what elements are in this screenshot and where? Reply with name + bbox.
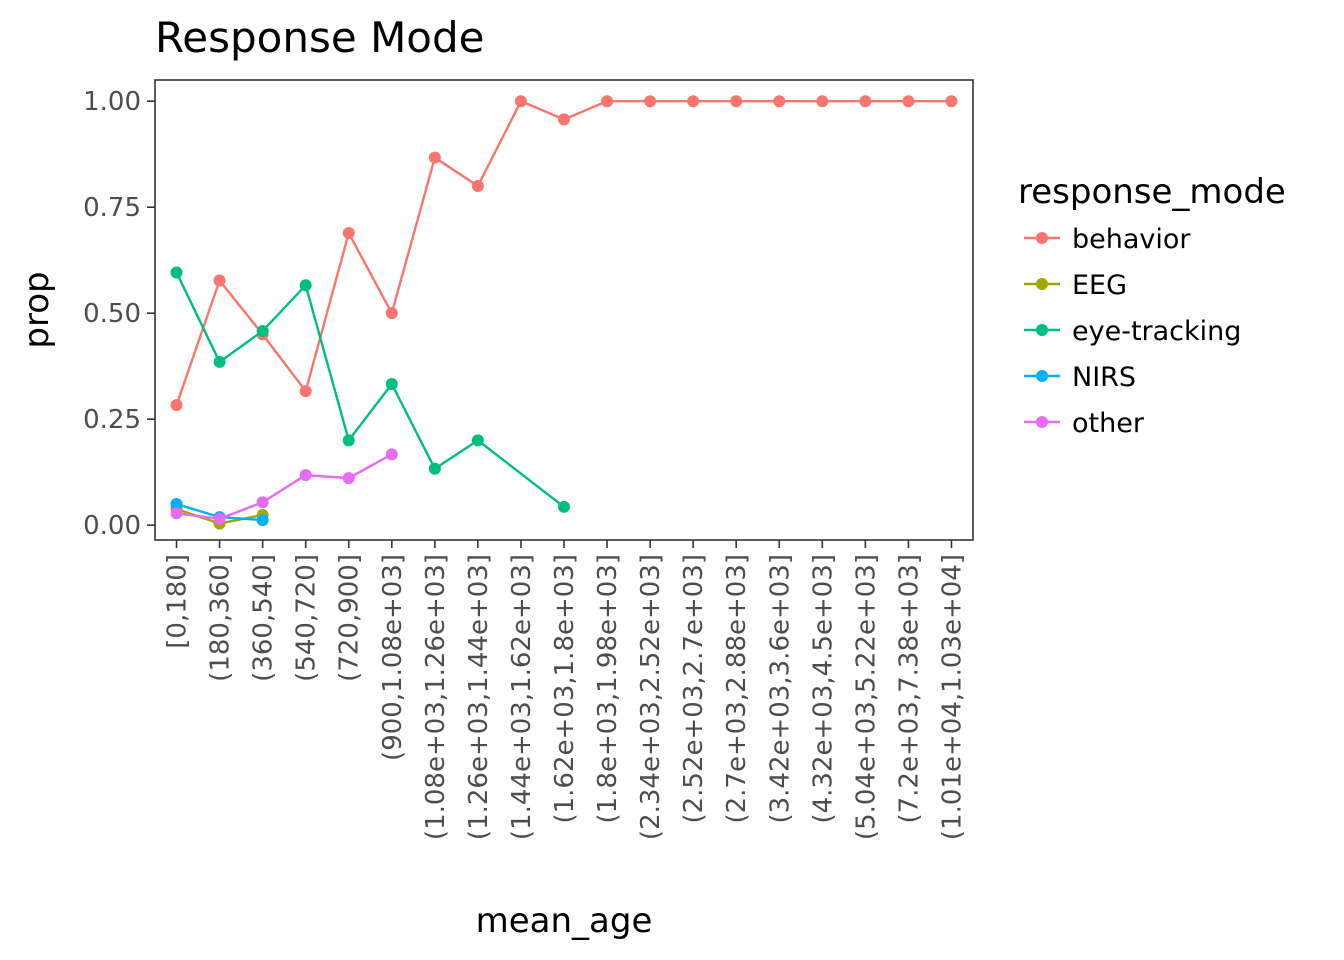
panel-border: [154, 79, 974, 541]
point-behavior: [428, 151, 441, 164]
point-eye-tracking: [170, 266, 183, 279]
point-eye-tracking: [558, 500, 570, 513]
series-line-eye-tracking: [175, 271, 565, 508]
legend-title: response_mode: [1018, 172, 1286, 212]
x-tick-label: (1.8e+03,1.98e+03]: [593, 554, 623, 824]
legend-item-other: other: [1024, 408, 1145, 439]
x-tick-label: (4.32e+03,4.5e+03]: [808, 554, 838, 824]
point-behavior: [730, 95, 743, 108]
legend-label: eye-tracking: [1072, 316, 1241, 347]
legend-item-behavior: behavior: [1024, 224, 1191, 255]
point-nirs: [256, 514, 269, 527]
point-eye-tracking: [299, 279, 312, 292]
x-tick-label: (1.62e+03,1.8e+03]: [550, 554, 580, 824]
point-other: [299, 469, 312, 482]
point-behavior: [299, 385, 312, 398]
legend: response_mode behavior EEG eye-tracking NIR…: [1018, 172, 1286, 439]
point-behavior: [213, 274, 226, 287]
x-tick-label: (1.44e+03,1.62e+03]: [507, 554, 537, 840]
x-tick-label: (2.52e+03,2.7e+03]: [679, 554, 709, 824]
point-behavior: [945, 95, 958, 108]
point-behavior: [514, 95, 527, 108]
legend-label: other: [1072, 408, 1145, 439]
x-tick-label: (2.7e+03,2.88e+03]: [722, 554, 752, 824]
legend-key-point: [1036, 324, 1048, 336]
point-eye-tracking: [471, 434, 484, 447]
point-behavior: [687, 95, 700, 108]
legend-key-point: [1036, 416, 1048, 428]
series-line-behavior: [175, 99, 952, 406]
legend-item-nirs: NIRS: [1024, 362, 1136, 393]
point-other: [170, 507, 183, 520]
point-eye-tracking: [385, 377, 398, 390]
x-tick-label: (1.01e+04,1.03e+04]: [937, 554, 967, 840]
legend-label: EEG: [1072, 270, 1127, 301]
legend-key-point: [1036, 370, 1048, 382]
point-behavior: [644, 95, 657, 108]
plot-area: 0.00 0.25 0.50 0.75 1.00 [0,180] (180,360] (360…: [83, 79, 974, 840]
legend-item-eeg: EEG: [1024, 270, 1127, 301]
x-tick-label: (900,1.08e+03]: [378, 554, 408, 761]
point-eye-tracking: [342, 434, 355, 447]
point-other: [385, 448, 398, 461]
y-tick-label: 0.75: [83, 193, 141, 223]
legend-key-point: [1036, 278, 1048, 290]
y-tick-label: 1.00: [83, 87, 141, 117]
y-tick-label: 0.50: [83, 299, 141, 329]
point-other: [342, 472, 355, 485]
point-behavior: [385, 307, 398, 320]
series-line-other: [176, 453, 393, 521]
x-tick-label: (7.2e+03,7.38e+03]: [894, 554, 924, 824]
legend-item-eye-tracking: eye-tracking: [1024, 316, 1241, 347]
point-behavior: [170, 399, 183, 412]
x-axis-title: mean_age: [476, 901, 653, 941]
x-tick-label: (1.08e+03,1.26e+03]: [421, 554, 451, 840]
y-tick-label: 0.25: [83, 405, 141, 435]
point-nirs: [170, 497, 183, 510]
x-tick-label: (2.34e+03,2.52e+03]: [636, 554, 666, 840]
x-tick-label: (1.26e+03,1.44e+03]: [464, 554, 494, 840]
point-behavior: [773, 95, 786, 108]
x-tick-label: (5.04e+03,5.22e+03]: [851, 554, 881, 840]
chart-title: Response Mode: [155, 13, 485, 62]
legend-label: NIRS: [1072, 362, 1136, 393]
y-axis-title: prop: [17, 271, 57, 348]
point-eye-tracking: [213, 355, 226, 368]
x-tick-label: (720,900]: [335, 554, 365, 682]
point-behavior: [558, 113, 570, 126]
point-other: [256, 496, 269, 509]
legend-key-point: [1036, 232, 1048, 244]
legend-label: behavior: [1072, 224, 1191, 255]
point-eye-tracking: [256, 324, 269, 337]
x-tick-label: [0,180]: [163, 554, 193, 649]
point-behavior: [342, 227, 355, 240]
y-tick-label: 0.00: [83, 511, 141, 541]
point-other: [213, 512, 226, 525]
point-behavior: [471, 179, 484, 192]
x-tick-label: (540,720]: [292, 554, 322, 682]
point-behavior: [902, 95, 915, 108]
x-tick-label: (180,360]: [206, 554, 236, 682]
point-eye-tracking: [428, 462, 441, 475]
point-behavior: [601, 95, 614, 108]
x-tick-label: (360,540]: [249, 554, 279, 682]
point-behavior: [816, 95, 829, 108]
x-tick-label: (3.42e+03,3.6e+03]: [765, 554, 795, 824]
point-behavior: [859, 95, 872, 108]
